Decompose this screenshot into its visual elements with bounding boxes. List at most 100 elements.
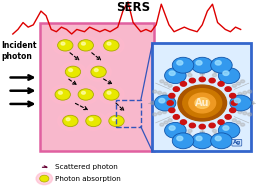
- Circle shape: [214, 70, 218, 73]
- Circle shape: [223, 71, 229, 75]
- Circle shape: [200, 131, 204, 134]
- Circle shape: [40, 175, 49, 182]
- Circle shape: [168, 119, 172, 122]
- Circle shape: [241, 123, 245, 126]
- Circle shape: [180, 120, 187, 124]
- Circle shape: [196, 61, 202, 65]
- Circle shape: [218, 82, 224, 86]
- Text: Photon absorption: Photon absorption: [55, 176, 121, 182]
- Circle shape: [109, 115, 124, 127]
- Circle shape: [223, 125, 228, 128]
- Circle shape: [178, 85, 227, 121]
- Circle shape: [172, 133, 194, 149]
- Circle shape: [245, 101, 249, 105]
- Circle shape: [168, 84, 172, 87]
- Circle shape: [186, 133, 190, 136]
- Circle shape: [99, 85, 124, 104]
- Circle shape: [169, 108, 175, 113]
- Circle shape: [231, 101, 237, 105]
- Circle shape: [81, 91, 86, 94]
- Circle shape: [78, 40, 93, 51]
- Circle shape: [189, 123, 195, 128]
- Circle shape: [99, 36, 124, 55]
- Circle shape: [227, 128, 231, 131]
- Circle shape: [153, 113, 157, 116]
- Circle shape: [188, 129, 192, 132]
- Circle shape: [174, 128, 178, 131]
- Circle shape: [173, 87, 179, 91]
- Circle shape: [174, 75, 178, 78]
- Circle shape: [191, 133, 213, 149]
- Circle shape: [86, 63, 111, 81]
- Circle shape: [73, 85, 98, 104]
- Circle shape: [161, 101, 165, 105]
- Text: Au: Au: [195, 98, 209, 108]
- Circle shape: [199, 124, 205, 129]
- Circle shape: [94, 69, 98, 72]
- Circle shape: [172, 57, 194, 73]
- Circle shape: [223, 78, 228, 81]
- Circle shape: [183, 89, 222, 117]
- Circle shape: [159, 98, 165, 103]
- Circle shape: [211, 57, 232, 73]
- Circle shape: [238, 111, 242, 114]
- Circle shape: [241, 80, 245, 83]
- Circle shape: [150, 101, 154, 105]
- Circle shape: [81, 112, 106, 130]
- Circle shape: [248, 90, 252, 93]
- Circle shape: [240, 101, 244, 105]
- Circle shape: [237, 121, 241, 124]
- Circle shape: [60, 63, 86, 81]
- Circle shape: [58, 40, 73, 51]
- Circle shape: [153, 90, 157, 93]
- Circle shape: [104, 40, 119, 51]
- Circle shape: [177, 78, 181, 81]
- Circle shape: [89, 118, 93, 121]
- Circle shape: [177, 61, 183, 65]
- Circle shape: [225, 87, 231, 91]
- Circle shape: [232, 84, 236, 87]
- Circle shape: [65, 66, 81, 77]
- Circle shape: [177, 125, 181, 128]
- Circle shape: [180, 82, 187, 86]
- Circle shape: [188, 74, 192, 77]
- Circle shape: [215, 61, 221, 65]
- Circle shape: [216, 67, 220, 70]
- Circle shape: [200, 68, 204, 71]
- Circle shape: [216, 136, 220, 139]
- Circle shape: [230, 72, 234, 75]
- Circle shape: [218, 122, 240, 138]
- Circle shape: [211, 133, 232, 149]
- Circle shape: [250, 101, 254, 105]
- Circle shape: [200, 138, 204, 141]
- Circle shape: [225, 115, 231, 119]
- Circle shape: [191, 57, 213, 73]
- Circle shape: [209, 78, 215, 83]
- Circle shape: [169, 93, 175, 98]
- Circle shape: [158, 112, 162, 115]
- Circle shape: [230, 131, 234, 134]
- Circle shape: [112, 118, 116, 121]
- Circle shape: [238, 92, 242, 95]
- Circle shape: [234, 98, 240, 103]
- Circle shape: [169, 126, 175, 130]
- Circle shape: [104, 112, 129, 130]
- Circle shape: [63, 115, 78, 127]
- Circle shape: [200, 72, 204, 75]
- Circle shape: [227, 75, 231, 78]
- Circle shape: [230, 93, 236, 98]
- Circle shape: [230, 95, 251, 111]
- Circle shape: [186, 70, 190, 73]
- Text: Ag: Ag: [233, 140, 241, 145]
- Circle shape: [177, 136, 183, 141]
- Circle shape: [212, 74, 217, 77]
- Circle shape: [248, 113, 252, 116]
- Circle shape: [218, 120, 224, 124]
- Circle shape: [171, 72, 175, 75]
- Circle shape: [237, 82, 241, 85]
- Circle shape: [185, 136, 189, 139]
- Circle shape: [223, 126, 229, 130]
- Circle shape: [81, 42, 86, 45]
- Circle shape: [195, 98, 209, 108]
- Circle shape: [158, 91, 162, 94]
